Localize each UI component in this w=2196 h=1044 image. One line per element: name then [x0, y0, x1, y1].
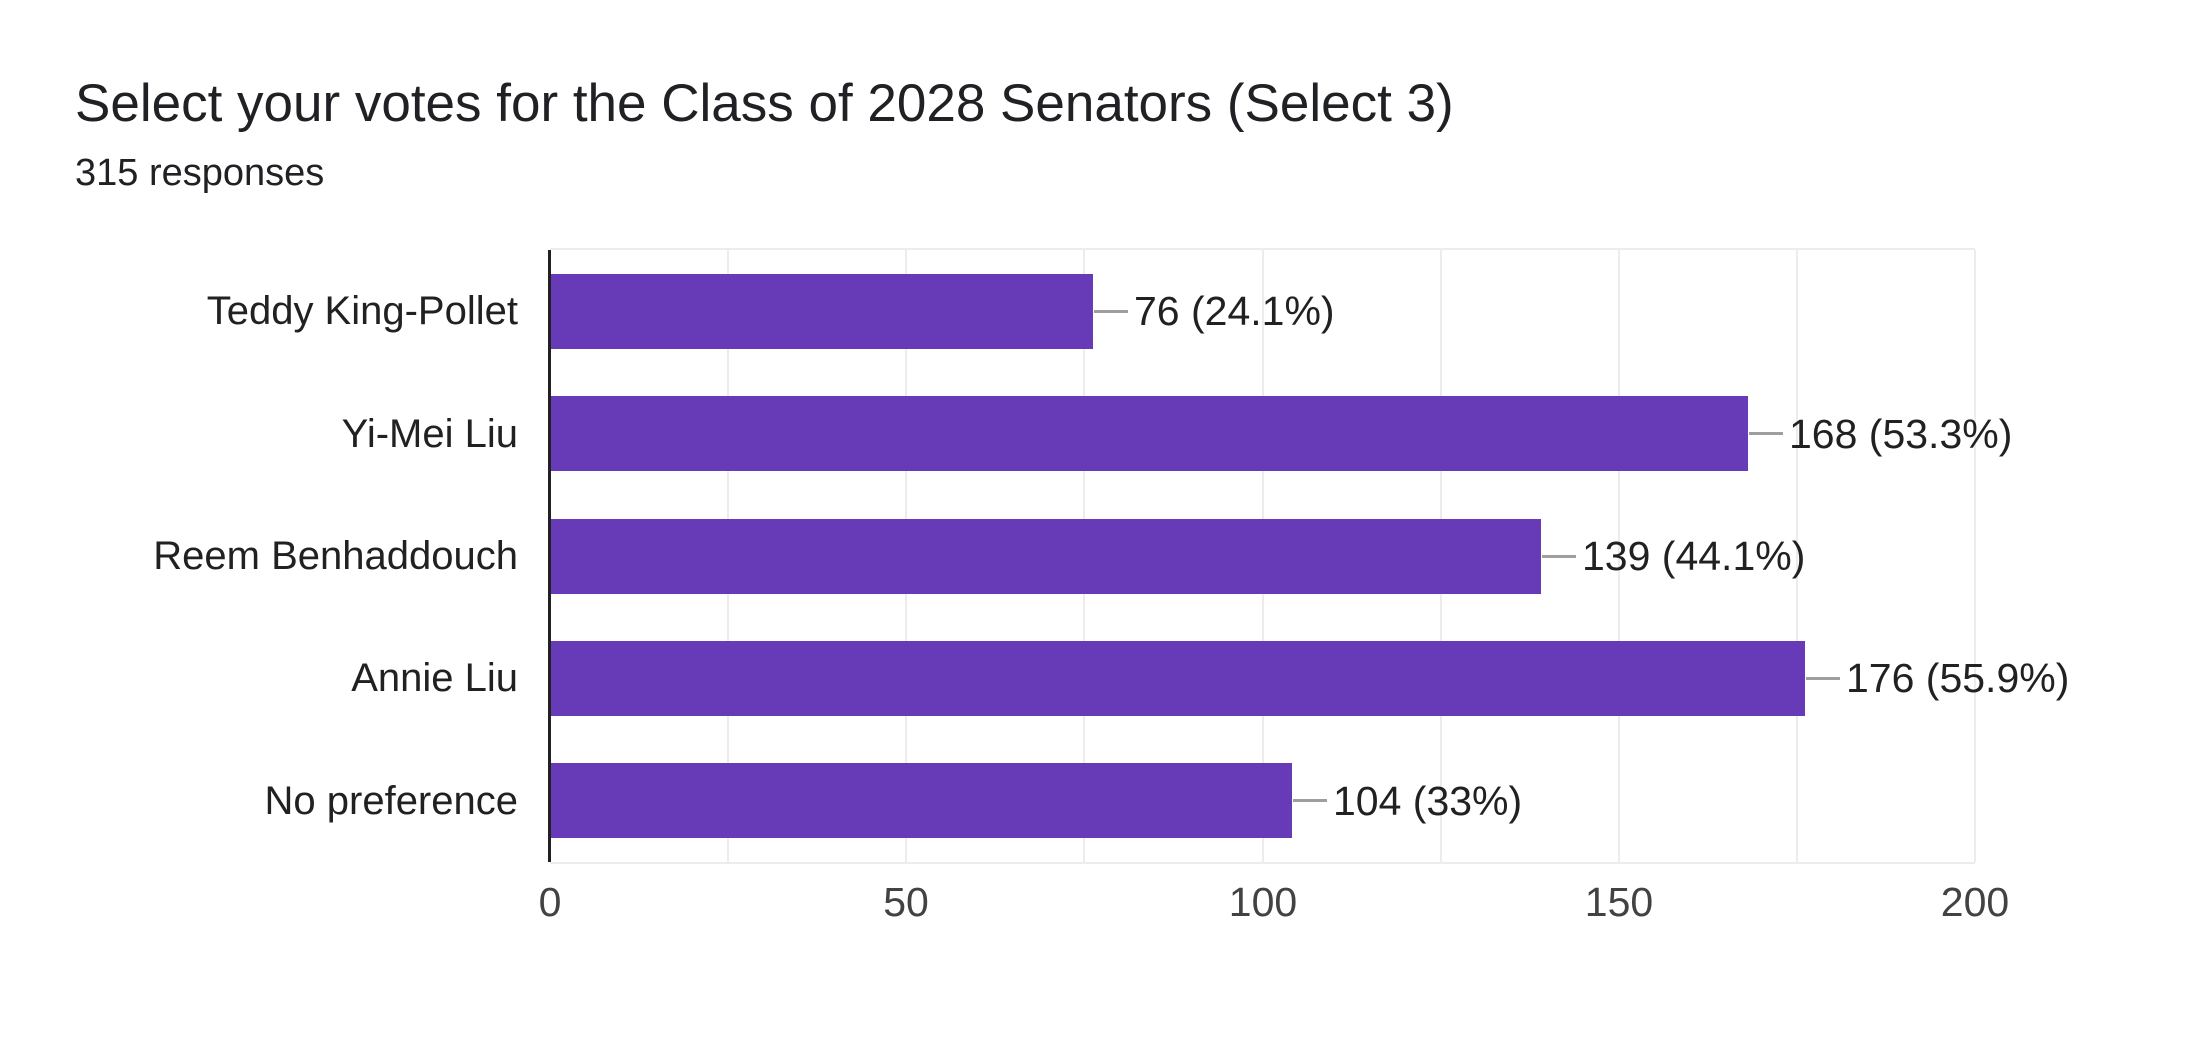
plot-area: [548, 248, 1976, 864]
x-axis-tick-label: 50: [883, 879, 929, 925]
value-callout-line: [1749, 432, 1783, 435]
x-axis-tick-label: 0: [538, 879, 562, 925]
bar[interactable]: [551, 396, 1748, 471]
category-label: Teddy King-Pollet: [206, 289, 518, 333]
value-callout-line: [1542, 555, 1576, 558]
category-label: Reem Benhaddouch: [153, 534, 518, 578]
gridline: [1974, 250, 1976, 862]
response-count: 315 responses: [75, 152, 325, 194]
value-label: 76 (24.1%): [1134, 288, 1335, 334]
question-title: Select your votes for the Class of 2028 …: [75, 74, 1454, 133]
gridline: [1795, 250, 1798, 862]
bar[interactable]: [551, 641, 1805, 716]
bar[interactable]: [551, 519, 1541, 594]
gridline: [1617, 250, 1620, 862]
value-label: 176 (55.9%): [1846, 655, 2070, 701]
category-label: No preference: [264, 779, 518, 823]
value-label: 168 (53.3%): [1789, 411, 2013, 457]
bar[interactable]: [551, 274, 1093, 349]
x-axis-tick-label: 150: [1584, 879, 1654, 925]
category-label: Yi-Mei Liu: [341, 412, 518, 456]
bar[interactable]: [551, 763, 1292, 838]
x-axis-tick-label: 100: [1228, 879, 1298, 925]
value-callout-line: [1806, 677, 1840, 680]
y-axis-line: [548, 250, 551, 862]
value-label: 139 (44.1%): [1582, 533, 1806, 579]
value-callout-line: [1094, 310, 1128, 313]
category-label: Annie Liu: [351, 656, 518, 700]
x-axis-tick-label: 200: [1940, 879, 2010, 925]
value-callout-line: [1293, 799, 1327, 802]
value-label: 104 (33%): [1333, 778, 1523, 824]
